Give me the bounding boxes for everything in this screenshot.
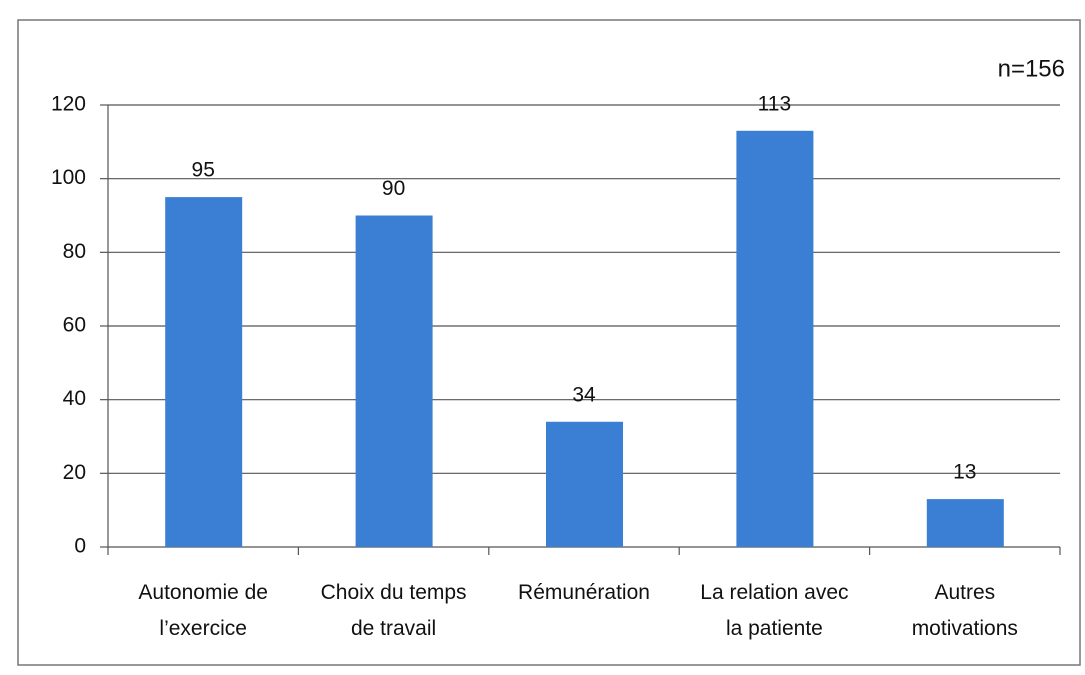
y-tick-label: 0 (74, 535, 86, 558)
bar (736, 130, 814, 548)
bar (355, 215, 433, 547)
data-label: 34 (572, 383, 596, 406)
data-label: 95 (192, 159, 215, 182)
x-tick-label: Rémunération (518, 581, 650, 604)
y-tick-label: 100 (51, 166, 86, 189)
data-label: 13 (953, 461, 976, 484)
y-tick-label: 60 (63, 314, 86, 337)
data-label: 113 (758, 92, 791, 115)
x-tick-label: Choix du temps de travail (321, 581, 467, 640)
x-tick-label: Autres motivations (912, 581, 1018, 640)
bar (165, 197, 243, 548)
y-tick-label: 40 (63, 387, 86, 410)
x-tick-label: La relation avec la patiente (700, 581, 848, 640)
annotation: n=156 (998, 55, 1065, 82)
y-tick-label: 20 (63, 461, 86, 484)
x-tick-label: Autonomie de l’exercice (138, 581, 268, 640)
bar (546, 421, 623, 547)
data-label: 90 (382, 177, 405, 200)
y-tick-label: 120 (51, 93, 86, 116)
bar (926, 499, 1004, 547)
y-tick-label: 80 (63, 240, 86, 263)
